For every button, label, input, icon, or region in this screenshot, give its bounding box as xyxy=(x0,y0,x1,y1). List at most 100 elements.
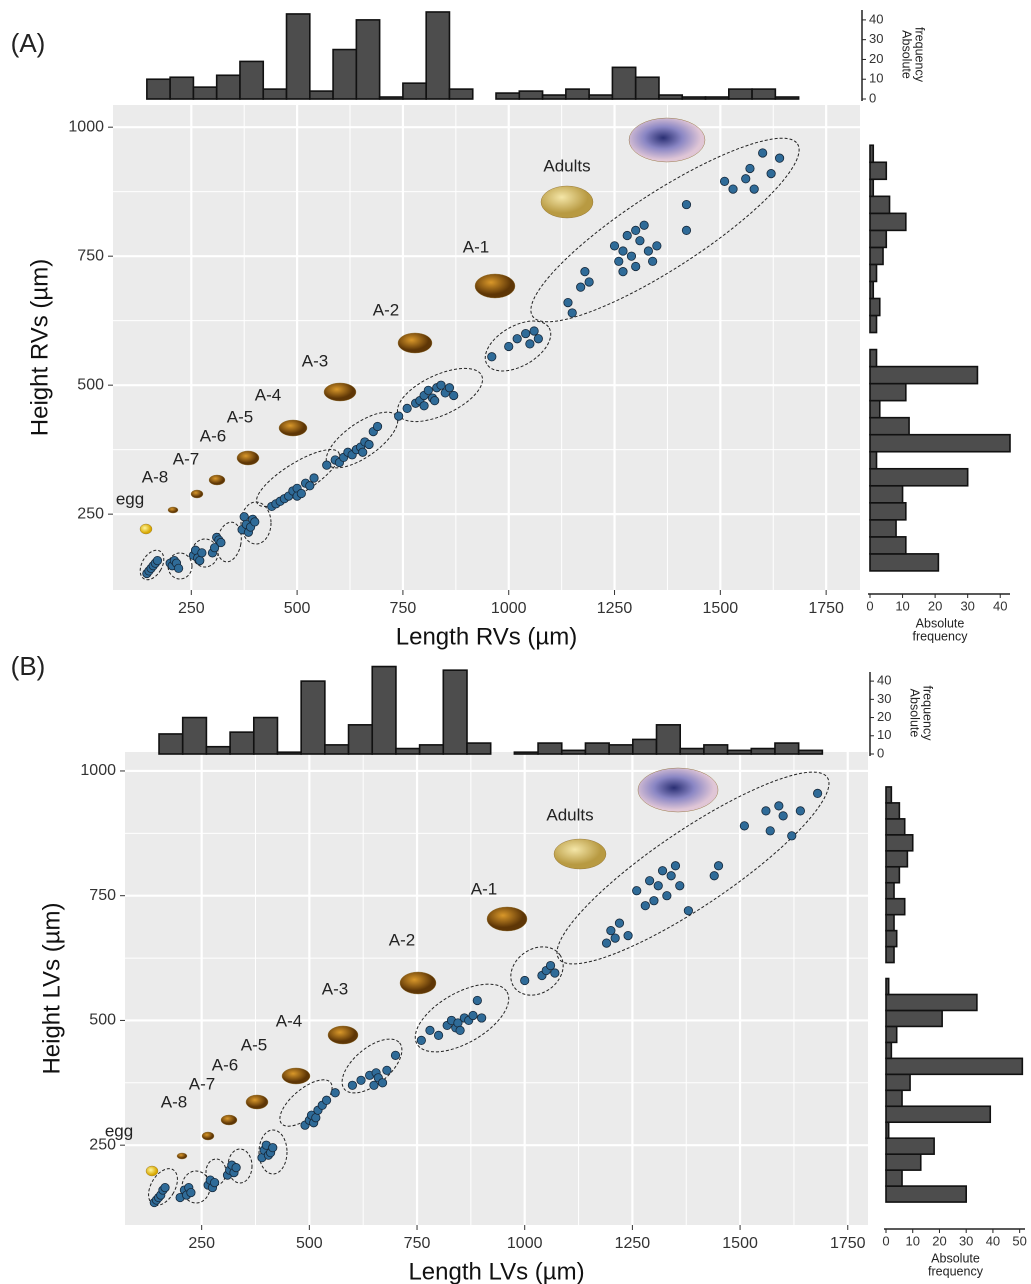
data-point xyxy=(623,931,633,941)
data-point xyxy=(377,1078,388,1088)
histogram-bar xyxy=(262,88,288,100)
histogram-bar xyxy=(300,680,326,755)
histogram-bar xyxy=(442,669,468,755)
specimen-image xyxy=(486,906,528,932)
data-point xyxy=(778,811,788,821)
histogram-bar xyxy=(537,742,563,755)
histogram-bar xyxy=(885,865,901,884)
y-tick-label: 20 xyxy=(869,51,883,66)
specimen-image xyxy=(281,1067,311,1085)
data-point xyxy=(231,1163,241,1173)
specimen-image xyxy=(245,1094,269,1110)
data-point xyxy=(394,411,404,421)
cluster-outline xyxy=(139,549,165,581)
y-tick-label: 10 xyxy=(877,727,891,742)
histogram-bar xyxy=(324,744,350,755)
data-point xyxy=(321,1095,332,1105)
histogram-bar xyxy=(869,161,888,181)
data-point xyxy=(713,861,724,871)
cluster-outline xyxy=(167,552,193,580)
specimen-image xyxy=(236,450,260,466)
histogram-bar xyxy=(608,744,634,755)
data-point xyxy=(209,1177,220,1188)
data-point xyxy=(766,169,776,179)
histogram-bar xyxy=(885,881,895,900)
data-point xyxy=(618,246,628,256)
data-point xyxy=(174,563,184,573)
data-point xyxy=(576,282,586,292)
x-tick-label: 1750 xyxy=(808,600,844,617)
cluster-outline xyxy=(530,137,800,323)
data-point xyxy=(649,896,659,906)
stage-label: A-8 xyxy=(142,467,168,486)
specimen-image xyxy=(278,419,308,437)
x-tick-label: 40 xyxy=(993,598,1007,613)
histogram-bar xyxy=(869,382,907,402)
x-tick-label: 1750 xyxy=(830,1235,866,1252)
histogram-bar xyxy=(869,314,878,334)
data-point xyxy=(216,537,226,548)
data-point xyxy=(645,876,655,886)
data-point xyxy=(765,826,775,836)
stage-label: A-1 xyxy=(463,237,489,256)
x-tick-label: 20 xyxy=(932,1233,946,1248)
x-axis-title: frequency xyxy=(928,1264,984,1278)
data-point xyxy=(728,184,738,194)
data-point xyxy=(675,881,685,891)
y-tick-label: 750 xyxy=(77,247,104,264)
specimen-image xyxy=(139,523,153,535)
histogram-bar xyxy=(655,724,682,755)
histogram-bar xyxy=(726,749,753,755)
histogram-bar xyxy=(869,484,904,504)
cluster-outline xyxy=(341,1038,403,1094)
data-point xyxy=(709,871,719,881)
data-point xyxy=(741,174,751,184)
histogram-bar xyxy=(869,502,907,521)
data-point xyxy=(681,225,692,235)
data-point xyxy=(369,1080,379,1090)
stage-label: A-4 xyxy=(255,385,281,404)
histogram-bar xyxy=(309,90,334,100)
specimen-image xyxy=(145,1165,159,1177)
histogram-bar xyxy=(869,280,875,300)
y-tick-label: 1000 xyxy=(68,118,104,135)
data-point xyxy=(419,401,429,411)
histogram-bar xyxy=(869,519,897,538)
histogram-bar xyxy=(869,348,878,368)
data-point xyxy=(430,396,440,406)
histogram-bar xyxy=(885,913,895,932)
y-tick-label: 40 xyxy=(877,673,891,688)
data-point xyxy=(416,1035,426,1045)
histogram-bar xyxy=(869,553,940,572)
histogram-bar xyxy=(169,76,195,100)
y-tick-label: 30 xyxy=(877,691,891,706)
specimen-image xyxy=(176,1152,188,1160)
y-tick-label: 30 xyxy=(869,31,883,46)
data-point xyxy=(813,788,823,799)
histogram-bar xyxy=(448,88,474,100)
data-point xyxy=(662,891,672,901)
x-tick-label: 1000 xyxy=(491,600,527,617)
data-point xyxy=(632,886,642,896)
data-point xyxy=(610,933,620,943)
histogram-bar xyxy=(205,745,231,755)
histogram-bar xyxy=(885,1169,903,1187)
stage-label: A-7 xyxy=(189,1074,215,1093)
histogram-bar xyxy=(885,834,914,852)
x-tick-label: 500 xyxy=(284,600,311,617)
histogram-bar xyxy=(869,178,875,198)
data-point xyxy=(719,176,730,186)
data-point xyxy=(520,975,530,986)
data-point xyxy=(268,1143,278,1153)
histogram-bar xyxy=(797,749,824,755)
data-point xyxy=(444,383,455,393)
x-tick-label: 0 xyxy=(866,598,873,613)
histogram-bar xyxy=(885,1121,890,1139)
data-point xyxy=(477,1013,487,1023)
x-axis-title: Length RVs (µm) xyxy=(396,623,577,650)
stage-label: A-8 xyxy=(161,1092,187,1111)
data-point xyxy=(305,481,315,491)
cluster-outline xyxy=(414,983,510,1053)
histogram-bar xyxy=(885,897,906,916)
